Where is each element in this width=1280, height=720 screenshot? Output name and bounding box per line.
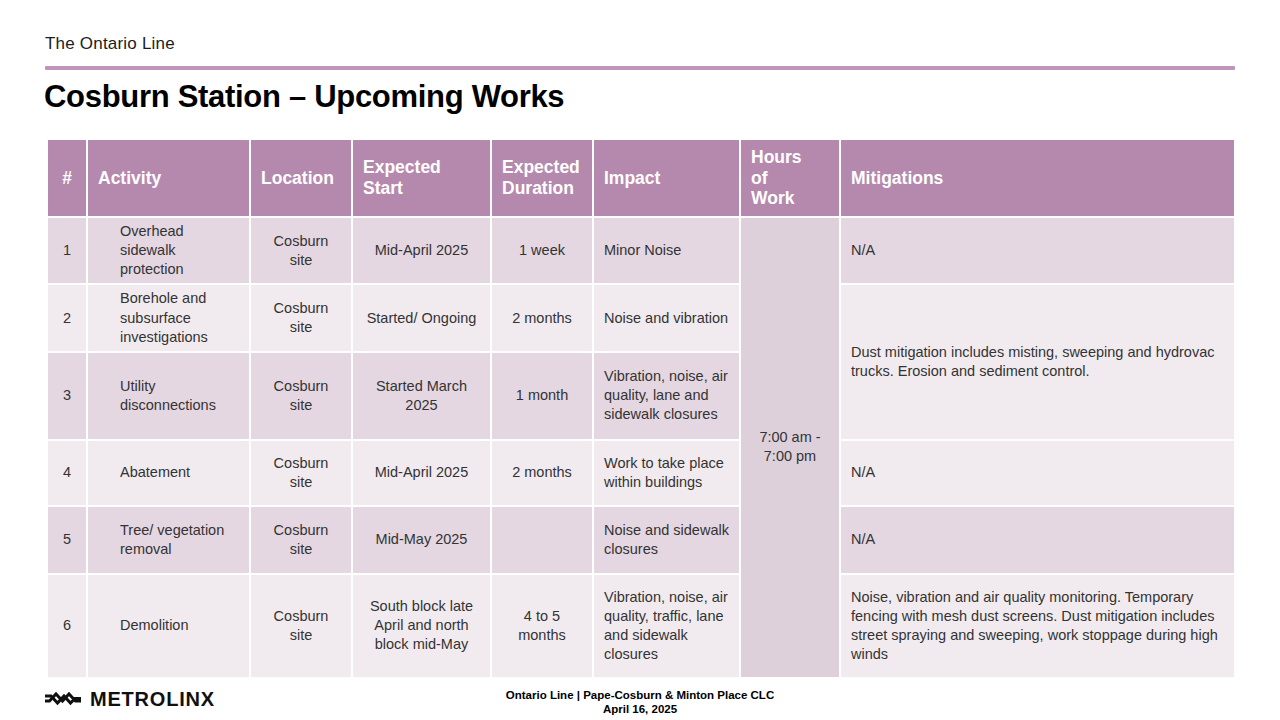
cell-expected-start: Mid-April 2025 — [352, 440, 491, 506]
table-header-row: # Activity Location Expected Start Expec… — [47, 139, 1235, 217]
page-title: Cosburn Station – Upcoming Works — [44, 79, 564, 115]
cell-number: 6 — [47, 574, 87, 678]
cell-location: Cosburn site — [250, 284, 352, 351]
cell-location: Cosburn site — [250, 352, 352, 440]
col-header-hours-of-work: Hours of Work — [740, 139, 840, 217]
footer-caption: Ontario Line | Pape-Cosburn & Minton Pla… — [0, 688, 1280, 717]
cell-impact: Work to take place within buildings — [593, 440, 740, 506]
cell-number: 5 — [47, 506, 87, 574]
cell-activity: Abatement — [87, 440, 250, 506]
cell-location: Cosburn site — [250, 217, 352, 284]
cell-impact: Vibration, noise, air quality, lane and … — [593, 352, 740, 440]
upcoming-works-table: # Activity Location Expected Start Expec… — [46, 138, 1236, 679]
cell-location: Cosburn site — [250, 440, 352, 506]
cell-expected-duration: 1 week — [491, 217, 593, 284]
cell-hours-of-work: 7:00 am - 7:00 pm — [740, 217, 840, 678]
cell-mitigation: N/A — [840, 506, 1235, 574]
table-row: 4 Abatement Cosburn site Mid-April 2025 … — [47, 440, 1235, 506]
col-header-impact: Impact — [593, 139, 740, 217]
cell-activity: Utility disconnections — [87, 352, 250, 440]
cell-expected-start: South block late April and north block m… — [352, 574, 491, 678]
cell-mitigation: N/A — [840, 440, 1235, 506]
table-row: 6 Demolition Cosburn site South block la… — [47, 574, 1235, 678]
cell-activity: Demolition — [87, 574, 250, 678]
cell-expected-start: Started/ Ongoing — [352, 284, 491, 351]
col-header-activity: Activity — [87, 139, 250, 217]
table-row: 5 Tree/ vegetation removal Cosburn site … — [47, 506, 1235, 574]
cell-impact: Minor Noise — [593, 217, 740, 284]
cell-expected-duration: 1 month — [491, 352, 593, 440]
cell-expected-start: Mid-April 2025 — [352, 217, 491, 284]
table-row: 1 Overhead sidewalk protection Cosburn s… — [47, 217, 1235, 284]
header-divider — [45, 66, 1235, 70]
cell-location: Cosburn site — [250, 506, 352, 574]
cell-expected-duration: 4 to 5 months — [491, 574, 593, 678]
cell-mitigation: Noise, vibration and air quality monitor… — [840, 574, 1235, 678]
cell-number: 1 — [47, 217, 87, 284]
cell-number: 4 — [47, 440, 87, 506]
cell-activity: Overhead sidewalk protection — [87, 217, 250, 284]
cell-activity: Tree/ vegetation removal — [87, 506, 250, 574]
cell-expected-duration: 2 months — [491, 440, 593, 506]
cell-impact: Noise and vibration — [593, 284, 740, 351]
cell-activity: Borehole and subsurface investigations — [87, 284, 250, 351]
eyebrow-line-name: The Ontario Line — [45, 34, 175, 54]
footer-caption-line2: April 16, 2025 — [0, 702, 1280, 716]
col-header-expected-start: Expected Start — [352, 139, 491, 217]
footer-caption-line1: Ontario Line | Pape-Cosburn & Minton Pla… — [0, 688, 1280, 702]
cell-number: 2 — [47, 284, 87, 351]
cell-expected-duration: 2 months — [491, 284, 593, 351]
cell-expected-duration — [491, 506, 593, 574]
cell-expected-start: Started March 2025 — [352, 352, 491, 440]
col-header-location: Location — [250, 139, 352, 217]
col-header-expected-duration: Expected Duration — [491, 139, 593, 217]
cell-impact: Noise and sidewalk closures — [593, 506, 740, 574]
cell-mitigation-merged: Dust mitigation includes misting, sweepi… — [840, 284, 1235, 439]
table-row: 2 Borehole and subsurface investigations… — [47, 284, 1235, 351]
cell-location: Cosburn site — [250, 574, 352, 678]
col-header-number: # — [47, 139, 87, 217]
cell-expected-start: Mid-May 2025 — [352, 506, 491, 574]
cell-number: 3 — [47, 352, 87, 440]
cell-mitigation: N/A — [840, 217, 1235, 284]
cell-impact: Vibration, noise, air quality, traffic, … — [593, 574, 740, 678]
col-header-mitigations: Mitigations — [840, 139, 1235, 217]
